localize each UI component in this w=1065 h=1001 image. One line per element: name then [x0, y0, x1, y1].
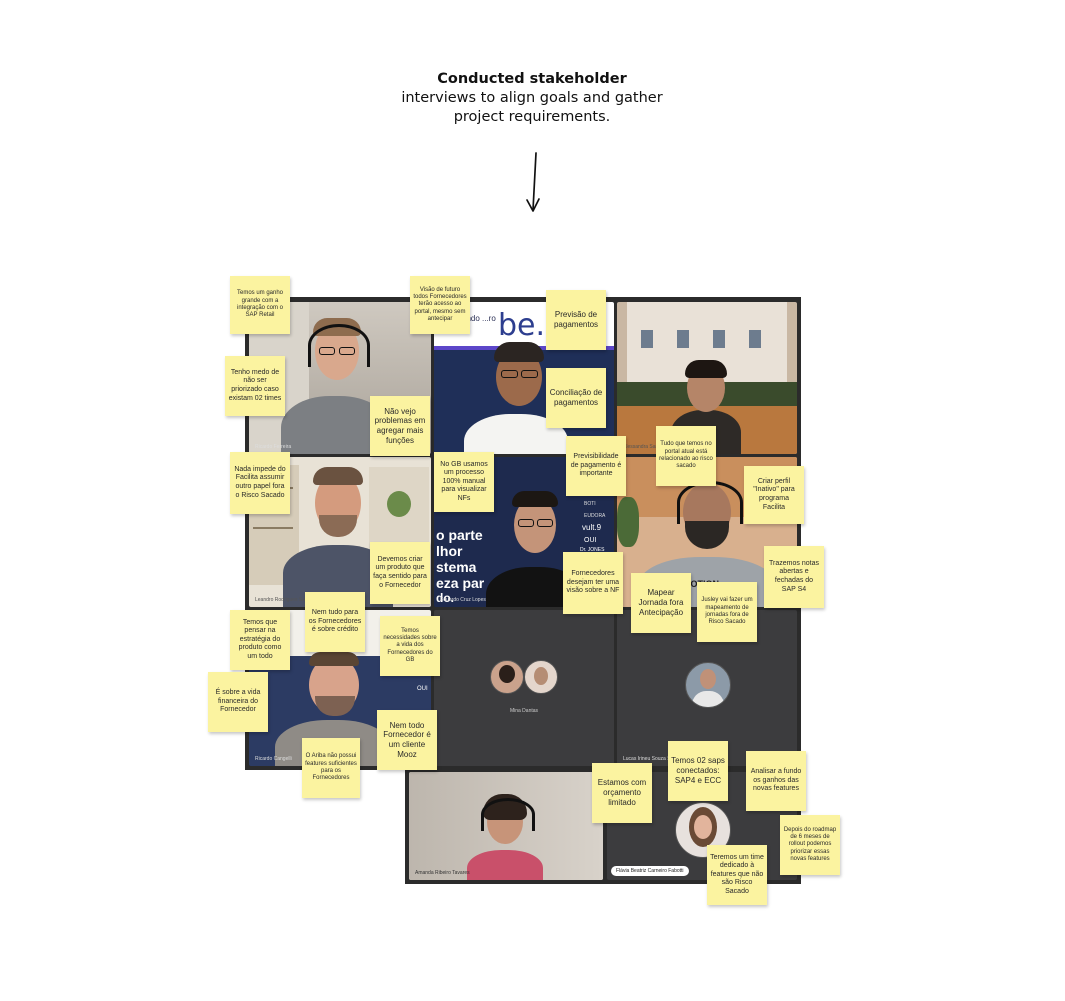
sticky-note-text: Devemos criar um produto que faça sentid…	[373, 555, 427, 589]
participant-tile: Mina Dantas	[434, 610, 614, 766]
sticky-note: Estamos com orçamento limitado	[592, 763, 652, 823]
sticky-note-text: Conciliação de pagamentos	[549, 388, 603, 407]
sticky-note: Visão de futuro todos Fornecedores terão…	[410, 276, 470, 334]
logo-jones: Dr. JONES	[580, 547, 605, 553]
sticky-note: Previsibilidade de pagamento é important…	[566, 436, 626, 496]
sticky-note: Previsão de pagamentos	[546, 290, 606, 350]
caption: Conducted stakeholder interviews to alig…	[382, 70, 682, 127]
sticky-note-text: Tenho medo de não ser priorizado caso ex…	[228, 368, 282, 402]
sticky-note: Analisar a fundo os ganhos das novas fea…	[746, 751, 806, 811]
sticky-note-text: Temos 02 saps conectados: SAP4 e ECC	[671, 756, 725, 785]
brand-text: be.l	[498, 308, 554, 343]
slide-line: lhor	[436, 543, 463, 559]
sticky-note-text: Nem tudo para os Fornecedores é sobre cr…	[308, 609, 362, 634]
avatar	[675, 802, 731, 858]
sticky-note-text: É sobre a vida financeira do Fornecedor	[215, 689, 261, 714]
sticky-note-text: Temos um ganho grande com a integração c…	[236, 290, 284, 319]
sticky-note: Temos um ganho grande com a integração c…	[230, 276, 290, 334]
participant-name-pill: Flávia Beatriz Carneiro Fabotti	[611, 866, 689, 876]
sticky-note: É sobre a vida financeira do Fornecedor	[208, 672, 268, 732]
participant-name: Amanda Ribeiro Tavares	[415, 870, 470, 876]
slide-line: do.	[436, 591, 454, 605]
sticky-note: Depois do roadmap de 6 meses de rollout …	[780, 815, 840, 875]
sticky-note-text: No GB usamos um processo 100% manual par…	[440, 460, 488, 502]
sticky-note: Não vejo problemas em agregar mais funçõ…	[370, 396, 430, 456]
logo-boti: BOTI	[584, 501, 596, 507]
sticky-note-text: Estamos com orçamento limitado	[597, 778, 647, 807]
sticky-note-text: Previsibilidade de pagamento é important…	[570, 453, 622, 478]
logo-vult: vult.9	[582, 523, 602, 532]
sticky-note: Tenho medo de não ser priorizado caso ex…	[225, 356, 285, 416]
sticky-note-text: Trazemos notas abertas e fechadas do SAP…	[769, 559, 819, 593]
sticky-note-text: Jusley vai fazer um mapeamento de jornad…	[701, 597, 753, 626]
sticky-note: Nem tudo para os Fornecedores é sobre cr…	[305, 592, 365, 652]
sticky-note-text: Nem todo Fornecedor é um cliente Mooz	[383, 720, 431, 759]
participant-name: Eduardo Cruz Lopes	[440, 597, 486, 603]
participant-name: Ricardo Cangelli	[255, 756, 292, 762]
participant-name: Alessandra Santos	[623, 444, 665, 450]
sticky-note: Criar perfil "Inativo" para programa Fac…	[744, 466, 804, 524]
caption-rest: interviews to align goals and gather pro…	[401, 90, 663, 125]
sticky-note-text: Tudo que temos no portal atual está rela…	[659, 441, 713, 470]
sticky-note-text: Analisar a fundo os ganhos das novas fea…	[750, 768, 802, 793]
avatar	[524, 660, 558, 694]
sticky-note: O Ariba não possui features suficientes …	[302, 738, 360, 798]
sticky-note: Temos 02 saps conectados: SAP4 e ECC	[668, 741, 728, 801]
participant-tile: Amanda Ribeiro Tavares	[409, 772, 603, 880]
video-call-grid: Ricardo Ferreira ...indo ...ro da be.l A…	[245, 297, 801, 770]
sticky-note: Jusley vai fazer um mapeamento de jornad…	[697, 582, 757, 642]
sticky-note-text: Previsão de pagamentos	[553, 310, 599, 329]
avatar	[685, 662, 731, 708]
logo-oui: OUI	[584, 537, 597, 544]
sticky-note-text: Criar perfil "Inativo" para programa Fac…	[753, 477, 795, 511]
sticky-note-text: Depois do roadmap de 6 meses de rollout …	[783, 826, 837, 862]
participant-name: Mina Dantas	[509, 708, 539, 714]
sticky-note-text: Não vejo problemas em agregar mais funçõ…	[374, 406, 426, 445]
caption-bold: Conducted stakeholder	[437, 71, 627, 87]
slide-line: eza par	[436, 575, 485, 591]
sticky-note-text: Temos necessidades sobre a vida dos Forn…	[383, 627, 437, 663]
arrow-down-icon	[526, 152, 540, 212]
sticky-note: Devemos criar um produto que faça sentid…	[370, 542, 430, 604]
participant-name: Ricardo Ferreira	[255, 444, 292, 450]
sticky-note-text: Teremos um time dedicado à features que …	[710, 853, 764, 895]
sticky-note-text: Mapear Jornada fora Antecipação	[638, 588, 684, 617]
sticky-note: Nem todo Fornecedor é um cliente Mooz	[377, 710, 437, 770]
sticky-note-text: O Ariba não possui features suficientes …	[305, 753, 357, 782]
sticky-note-text: Temos que pensar na estratégia do produt…	[238, 618, 282, 660]
sticky-note: Nada impede do Facilita assumir outro pa…	[230, 452, 290, 514]
sticky-note: Mapear Jornada fora Antecipação	[631, 573, 691, 633]
sticky-note-text: Visão de futuro todos Fornecedores terão…	[413, 286, 467, 322]
sticky-note: No GB usamos um processo 100% manual par…	[434, 452, 494, 512]
slide-line: stema	[436, 559, 477, 575]
logo-oui: OUI	[417, 686, 428, 692]
sticky-note: Temos que pensar na estratégia do produt…	[230, 610, 290, 670]
sticky-note: Temos necessidades sobre a vida dos Forn…	[380, 616, 440, 676]
sticky-note: Fornecedores desejam ter uma visão sobre…	[563, 552, 623, 614]
sticky-note-text: Fornecedores desejam ter uma visão sobre…	[566, 570, 620, 595]
sticky-note: Teremos um time dedicado à features que …	[707, 845, 767, 905]
participant-tile: Alessandra Santos	[617, 302, 797, 454]
sticky-note: Conciliação de pagamentos	[546, 368, 606, 428]
sticky-note: Trazemos notas abertas e fechadas do SAP…	[764, 546, 824, 608]
sticky-note-text: Nada impede do Facilita assumir outro pa…	[234, 465, 286, 499]
avatar	[490, 660, 524, 694]
participant-name: Leandro Rodrigues Santana	[255, 597, 318, 603]
sticky-note: Tudo que temos no portal atual está rela…	[656, 426, 716, 486]
logo-eudora: EUDORA	[584, 513, 606, 519]
slide-line: o parte	[436, 527, 483, 543]
participant-name: Lucas Irineu Souza Santos	[623, 756, 683, 762]
